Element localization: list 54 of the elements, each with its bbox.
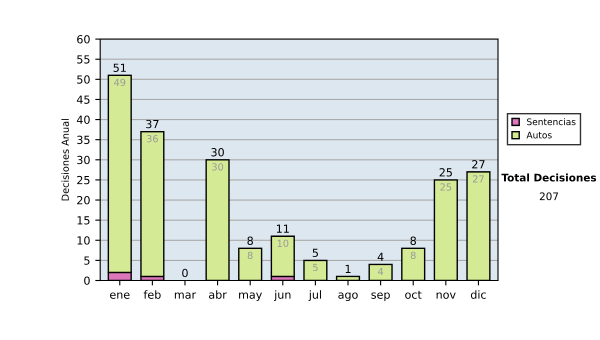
data-label: 8 [410, 252, 416, 260]
total-label: 25 [440, 168, 452, 177]
bar [270, 236, 295, 278]
legend-label: Sentencias [527, 118, 576, 126]
data-label: 27 [472, 175, 484, 182]
y-tick-label: 45 [76, 96, 90, 104]
x-tick-label: ago [338, 292, 358, 301]
data-label: 4 [378, 268, 384, 276]
total-label: 11 [276, 224, 289, 233]
x-tick-label: dic [470, 290, 486, 299]
data-label: 10 [278, 240, 288, 247]
y-tick-label: 40 [76, 116, 90, 124]
y-tick-label: 10 [78, 236, 90, 245]
total-label: 5 [312, 248, 318, 258]
x-tick-label: ene [110, 292, 130, 299]
x-tick-label: oct [405, 290, 422, 299]
x-tick-label: mar [174, 292, 196, 299]
data-label: 36 [146, 135, 158, 142]
total-label: 30 [211, 148, 224, 156]
y-tick-label: 35 [77, 136, 90, 144]
total-label: 1 [346, 264, 351, 273]
total-label: 51 [114, 64, 126, 72]
y-tick-label: 15 [78, 216, 90, 225]
y-tick-label: 50 [77, 75, 90, 84]
x-tick-label: abr [209, 290, 227, 299]
data-label: 49 [114, 78, 126, 86]
data-label: 5 [313, 264, 318, 272]
total-label: 37 [146, 120, 158, 128]
total-label: 8 [247, 236, 253, 245]
total-label: 8 [410, 236, 416, 245]
data-label: 30 [212, 163, 224, 171]
data-label: 25 [440, 183, 452, 191]
x-tick-label: may [239, 292, 262, 301]
y-tick-label: 25 [77, 176, 90, 184]
total-label: 0 [182, 268, 188, 278]
y-axis-title: Decisiones Anual [61, 119, 69, 200]
y-tick-label: 55 [77, 55, 90, 64]
legend-label: Autos [526, 132, 552, 138]
text: 207 [540, 192, 558, 200]
y-tick-label: 30 [77, 156, 90, 164]
total-label: 27 [472, 160, 485, 168]
data-label: 8 [248, 252, 253, 260]
x-tick-label: jul [308, 290, 321, 301]
x-tick-label: feb [144, 290, 161, 299]
x-tick-label: sep [371, 292, 390, 301]
bar [140, 130, 164, 278]
x-tick-label: jun [274, 290, 290, 301]
y-tick-label: 60 [77, 35, 90, 44]
x-tick-label: nov [436, 292, 456, 299]
y-tick-label: 5 [84, 256, 90, 265]
text: Total Decisiones [501, 173, 596, 182]
total-label: 4 [378, 252, 384, 261]
y-tick-label: 20 [77, 196, 90, 204]
y-tick-label: 0 [84, 276, 90, 285]
